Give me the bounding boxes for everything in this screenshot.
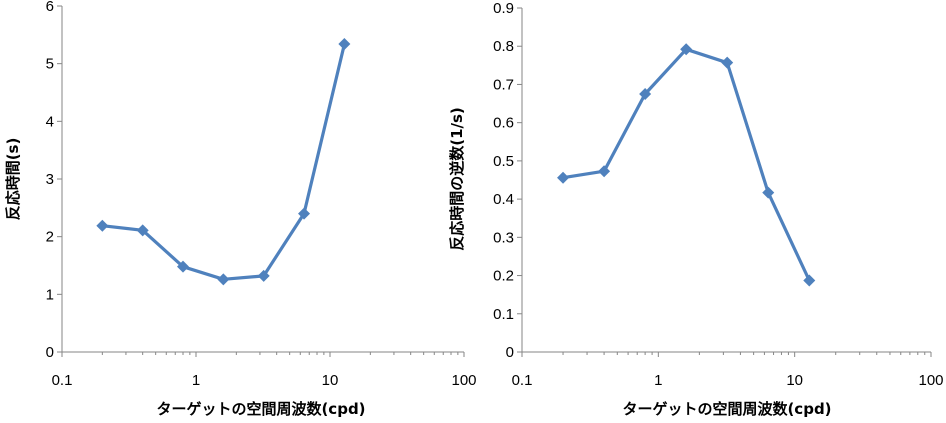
right-x-tick-label: 0.1 (512, 372, 533, 389)
right-x-axis-title: ターゲットの空間周波数(cpd) (622, 400, 831, 418)
right-y-tick-label: 0 (506, 344, 514, 361)
left-y-axis-title: 反応時間(s) (4, 138, 22, 221)
right-x-tick-label: 100 (918, 372, 943, 389)
chart-left: 0 1 2 3 4 5 6 0.1 1 10 100 ターゲットの空間周波数(cpd) 反応時間(s) (4, 0, 477, 418)
right-y-tick-label: 0.5 (493, 153, 514, 170)
left-data-point (338, 38, 351, 51)
right-data-point (762, 186, 775, 199)
right-x-tick-label: 1 (654, 372, 662, 389)
left-x-tick-label: 1 (192, 372, 200, 389)
right-data-point (803, 274, 816, 287)
left-x-tick-label: 10 (322, 372, 339, 389)
right-y-tick-label: 0.7 (493, 76, 514, 93)
right-y-axis-title: 反応時間の逆数(1/s) (448, 107, 466, 251)
right-data-point (721, 56, 734, 69)
left-y-tick-label: 2 (46, 229, 54, 246)
right-data-point (598, 165, 611, 178)
right-y-tick-label: 0.8 (493, 38, 514, 55)
left-y-tick-label: 6 (46, 0, 54, 15)
right-series-line (561, 47, 811, 283)
left-y-tick-label: 3 (46, 171, 54, 188)
right-y-tick-label: 0.6 (493, 115, 514, 132)
left-y-tick-label: 0 (46, 344, 54, 361)
left-data-point (136, 224, 149, 237)
left-y-tick-label: 5 (46, 56, 54, 73)
left-data-point (298, 207, 311, 220)
left-x-tick-label: 100 (451, 372, 476, 389)
left-data-point (217, 273, 230, 286)
left-y-tick-label: 4 (46, 113, 54, 130)
right-y-tick-label: 0.2 (493, 268, 514, 285)
right-data-point (639, 88, 652, 100)
left-series-line (100, 42, 346, 281)
right-y-tick-label: 0.3 (493, 229, 514, 246)
right-x-tick-label: 10 (786, 372, 803, 389)
right-data-point (557, 171, 570, 184)
left-y-tick-label: 1 (46, 286, 54, 303)
left-data-point (177, 260, 190, 273)
left-x-tick-label: 0.1 (52, 372, 73, 389)
left-data-point (257, 269, 270, 282)
right-data-point (680, 43, 693, 56)
chart-right: 0 0.1 0.2 0.3 0.4 0.5 0.6 0.7 0.8 0.9 0.1 1 10 100 ターゲ… (448, 0, 944, 418)
left-data-point (96, 219, 109, 232)
right-y-tick-label: 0.1 (493, 306, 514, 323)
right-y-tick-label: 0.9 (493, 0, 514, 17)
left-x-axis-title: ターゲットの空間周波数(cpd) (156, 400, 365, 418)
right-y-tick-label: 0.4 (493, 191, 514, 208)
